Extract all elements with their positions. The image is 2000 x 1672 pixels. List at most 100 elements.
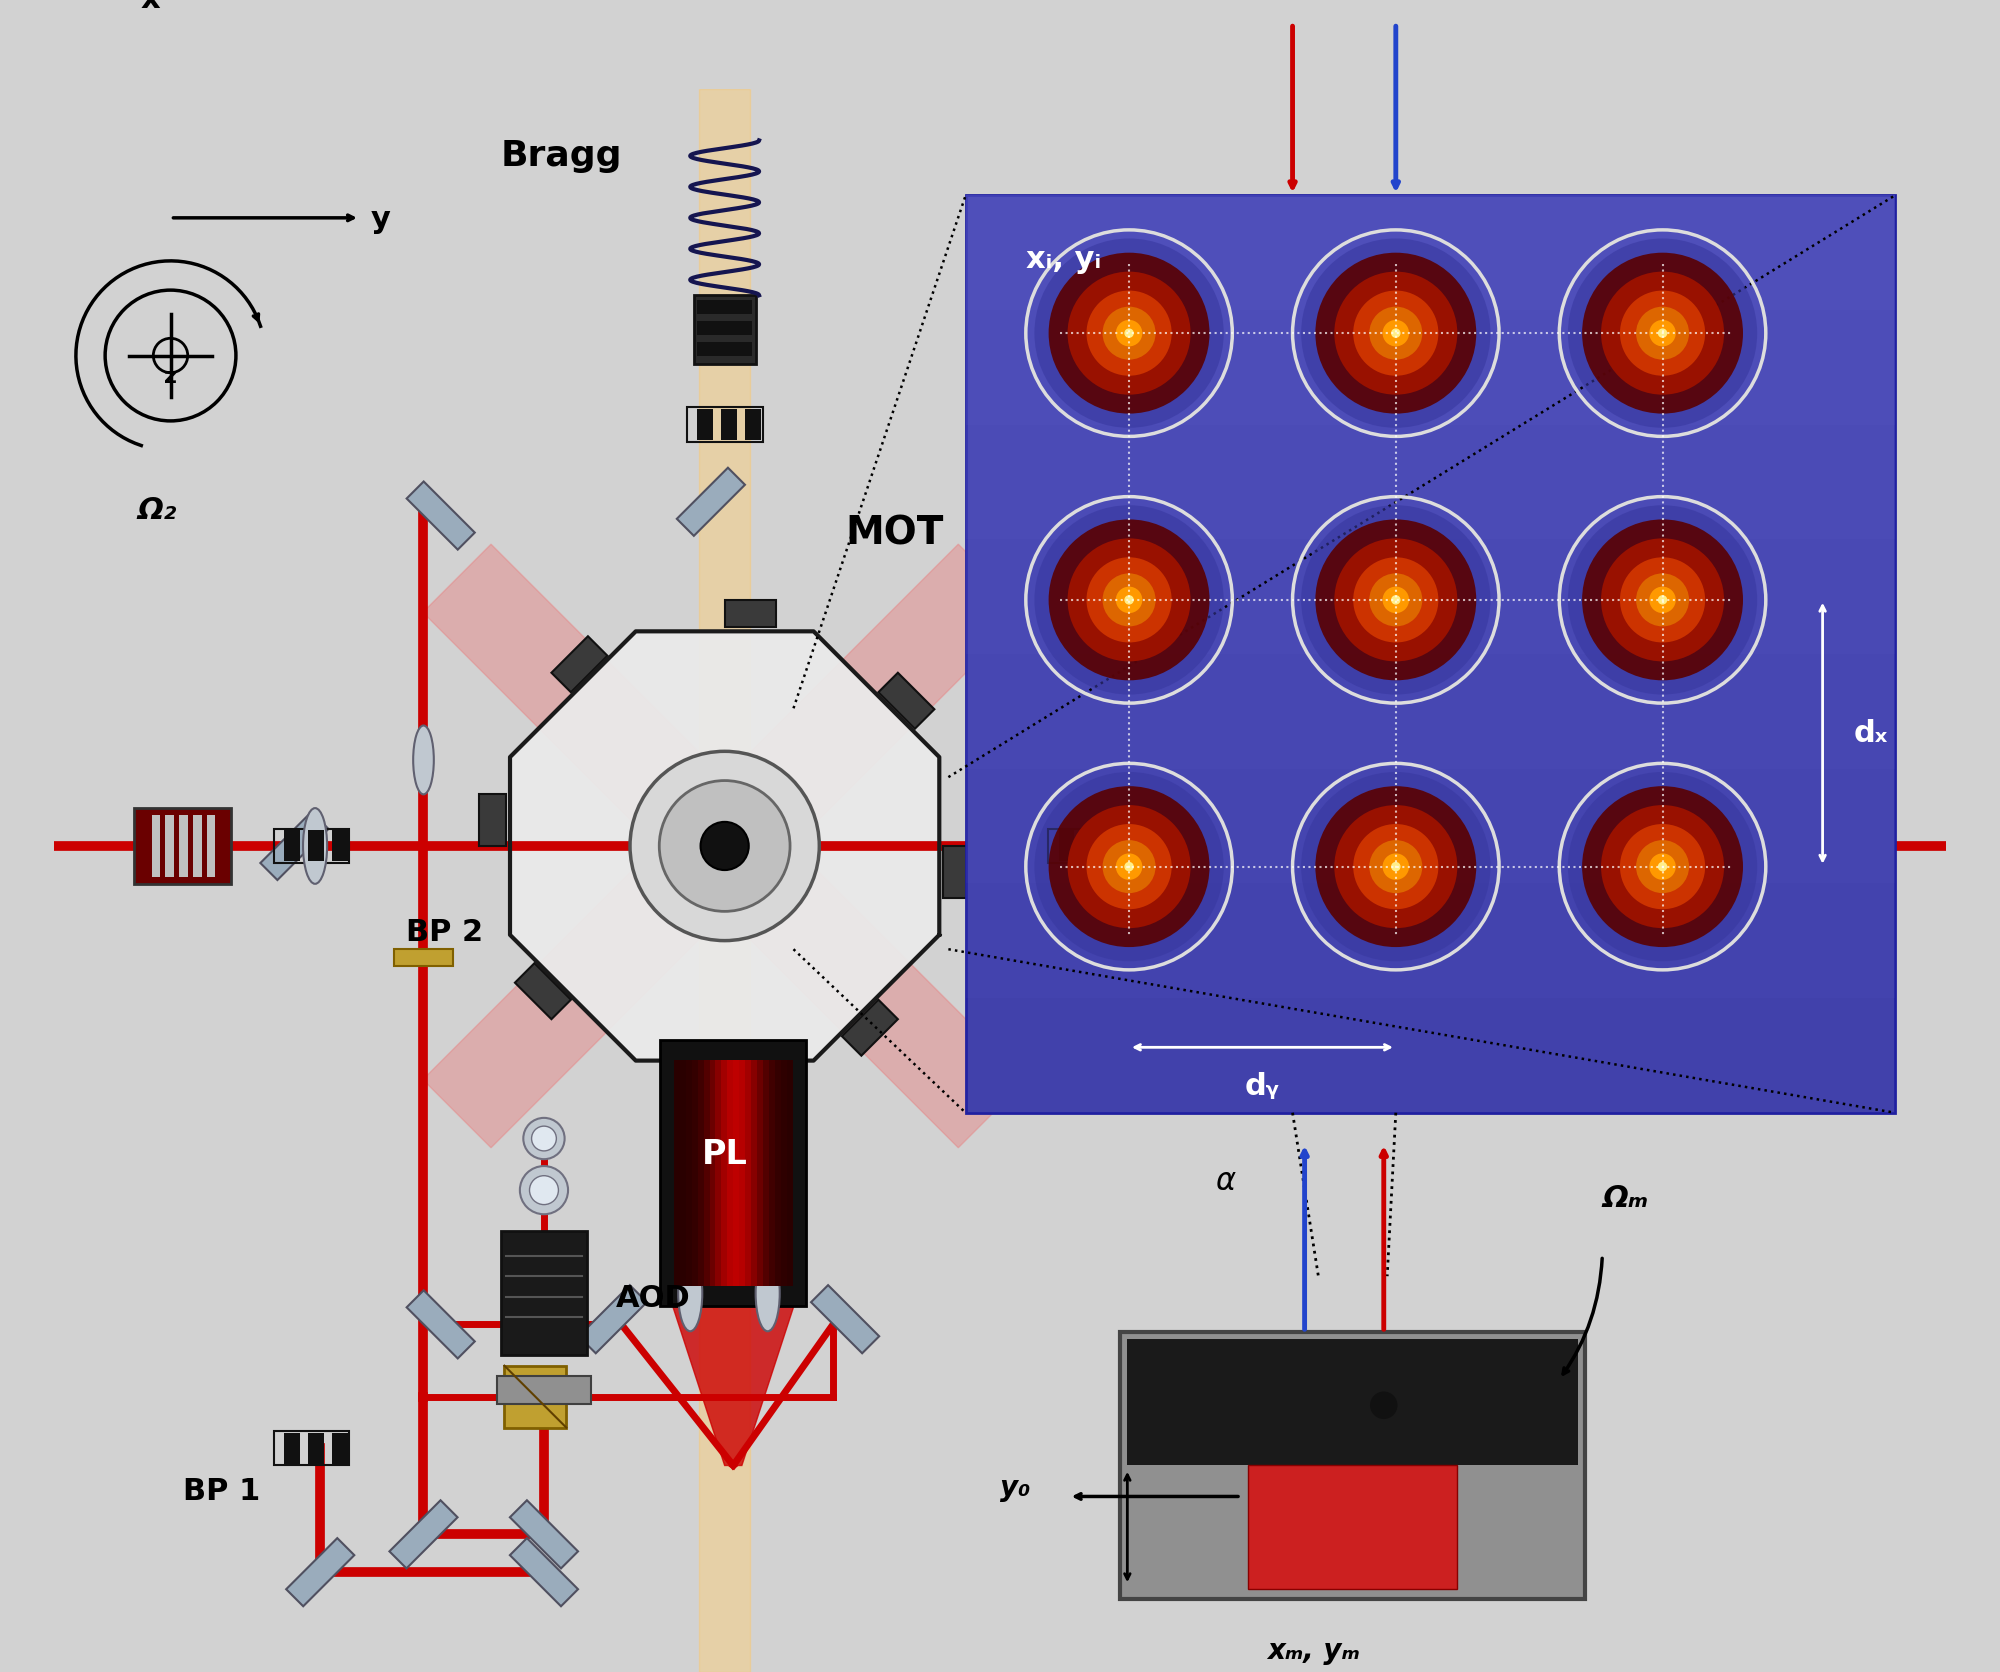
- Bar: [274, 1431, 350, 1465]
- Circle shape: [1302, 239, 1490, 428]
- Circle shape: [1354, 557, 1438, 642]
- Bar: [722, 1060, 728, 1286]
- Bar: [740, 1060, 746, 1286]
- Bar: [514, 963, 570, 1020]
- Bar: [1128, 1339, 1578, 1465]
- Bar: [260, 813, 328, 879]
- Circle shape: [1658, 595, 1668, 605]
- Bar: [274, 829, 350, 863]
- Circle shape: [700, 823, 748, 869]
- Bar: [284, 831, 300, 861]
- Bar: [774, 1060, 780, 1286]
- Circle shape: [1650, 319, 1676, 346]
- Polygon shape: [422, 543, 758, 879]
- Circle shape: [1602, 271, 1724, 395]
- Polygon shape: [698, 89, 750, 1672]
- Circle shape: [1102, 573, 1156, 627]
- Circle shape: [1582, 252, 1742, 413]
- Polygon shape: [422, 813, 758, 1147]
- Text: Ωₘ: Ωₘ: [1602, 1184, 1648, 1214]
- Circle shape: [1048, 520, 1210, 681]
- Circle shape: [1602, 806, 1724, 928]
- Bar: [966, 425, 1894, 540]
- Bar: [812, 1286, 880, 1353]
- Bar: [1106, 831, 1122, 861]
- Bar: [166, 814, 174, 876]
- Text: PL: PL: [702, 1139, 748, 1172]
- Bar: [1248, 1465, 1458, 1588]
- Circle shape: [660, 781, 790, 911]
- Bar: [284, 1433, 300, 1463]
- Circle shape: [1068, 538, 1190, 662]
- Bar: [698, 410, 712, 440]
- Circle shape: [1370, 1391, 1398, 1420]
- Bar: [390, 1500, 458, 1568]
- Circle shape: [1034, 505, 1224, 694]
- Bar: [768, 1060, 774, 1286]
- Bar: [676, 468, 744, 535]
- Bar: [966, 654, 1894, 769]
- Text: AOD: AOD: [616, 1284, 690, 1313]
- Bar: [966, 196, 1894, 1112]
- Text: Ω₂: Ω₂: [138, 497, 176, 525]
- Bar: [394, 950, 452, 966]
- Text: dₓ: dₓ: [1854, 719, 1888, 747]
- Circle shape: [532, 1127, 556, 1150]
- Text: y₀: y₀: [1000, 1475, 1030, 1503]
- Circle shape: [530, 1175, 558, 1204]
- Circle shape: [1116, 853, 1142, 879]
- Circle shape: [1116, 319, 1142, 346]
- Bar: [716, 1060, 722, 1286]
- Bar: [308, 831, 324, 861]
- Circle shape: [1602, 538, 1724, 662]
- Bar: [710, 1060, 716, 1286]
- Circle shape: [1568, 772, 1758, 961]
- Circle shape: [1334, 538, 1458, 662]
- Bar: [746, 1060, 752, 1286]
- Bar: [1048, 829, 1124, 863]
- Bar: [944, 846, 970, 898]
- Circle shape: [1316, 520, 1476, 681]
- Circle shape: [1620, 824, 1706, 910]
- Bar: [728, 1060, 734, 1286]
- Bar: [698, 341, 752, 356]
- Circle shape: [1658, 861, 1668, 871]
- Text: y: y: [370, 206, 390, 234]
- Bar: [192, 814, 202, 876]
- Circle shape: [1334, 271, 1458, 395]
- Bar: [1120, 1333, 1586, 1598]
- Text: x: x: [140, 0, 160, 13]
- Circle shape: [1636, 573, 1690, 627]
- Circle shape: [1568, 239, 1758, 428]
- Bar: [966, 998, 1894, 1112]
- Circle shape: [1354, 291, 1438, 376]
- Bar: [746, 410, 760, 440]
- Text: xₘ, yₘ: xₘ, yₘ: [1266, 1637, 1360, 1665]
- Circle shape: [1392, 595, 1400, 605]
- Bar: [578, 1286, 646, 1353]
- Polygon shape: [690, 543, 1026, 879]
- Bar: [332, 1433, 348, 1463]
- Bar: [842, 1000, 898, 1055]
- Bar: [180, 814, 188, 876]
- Circle shape: [1048, 786, 1210, 946]
- Bar: [286, 1538, 354, 1607]
- Bar: [734, 1060, 740, 1286]
- Bar: [966, 196, 1894, 309]
- Bar: [698, 301, 752, 314]
- Circle shape: [1316, 252, 1476, 413]
- Bar: [1058, 831, 1074, 861]
- Bar: [152, 814, 160, 876]
- Circle shape: [1392, 328, 1400, 338]
- Circle shape: [1334, 806, 1458, 928]
- Circle shape: [1316, 786, 1476, 946]
- Circle shape: [1620, 557, 1706, 642]
- Circle shape: [1636, 306, 1690, 359]
- Ellipse shape: [756, 1256, 780, 1331]
- Circle shape: [1620, 291, 1706, 376]
- Text: MOT: MOT: [846, 515, 944, 553]
- Bar: [698, 321, 752, 334]
- Circle shape: [1636, 839, 1690, 893]
- Bar: [722, 410, 736, 440]
- Bar: [500, 1232, 586, 1356]
